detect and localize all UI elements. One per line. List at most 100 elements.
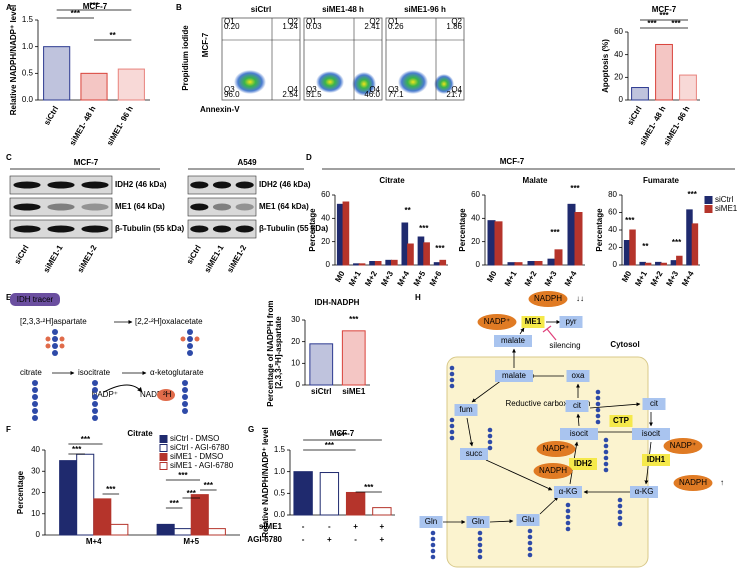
tracer-text: ²H [163,390,172,399]
y-tick-label: 0 [613,260,618,269]
metabolite: malate [502,371,527,380]
carbon [52,343,58,349]
x-tick-label: M+2 [363,269,379,288]
plot-title: siME1-48 h [322,5,364,14]
carbon [187,336,193,342]
y-tick-label: 20 [614,72,623,81]
x-tick-label: M+5 [183,537,199,546]
carbon [603,455,609,461]
carbon [565,526,571,532]
carbon [527,534,533,540]
lane-label: siCtrl [185,244,203,266]
significance: ** [110,31,117,40]
significance: *** [625,216,635,225]
metabolite: isocit [570,429,589,438]
bar [691,223,699,266]
significance: *** [81,435,91,444]
blot-band [190,181,209,189]
blot-band [81,203,109,211]
blot-band [13,203,41,211]
x-tick-label: M+3 [379,269,395,288]
cofactor [536,441,576,457]
chart-title: Malate [523,176,548,185]
legend-swatch [159,462,168,470]
enzyme: CTP [613,416,630,425]
cofactor-label: NADPH [534,294,562,303]
quadrant-name: Q1 [224,17,235,26]
carbon [92,401,98,407]
bar [207,528,226,536]
metabolite-box [554,486,582,498]
blot-band [212,181,232,189]
y-tick-label: 30 [31,466,40,475]
event-cloud [316,71,344,93]
y-tick-label: 0 [326,260,331,269]
significance: *** [672,238,682,247]
inhibition [542,325,552,333]
carbon [565,508,571,514]
x-tick-label: siCtrl [626,105,644,127]
metabolite-box [495,370,533,382]
event-cloud [398,70,428,94]
bar [554,249,563,266]
bar [433,262,441,266]
carbon [430,542,436,548]
y-axis-label: Propidium iodide [181,25,190,91]
carbon [603,437,609,443]
metabolite: Gln [425,517,437,526]
y-tick-label: 1.0 [22,42,34,51]
carbon [595,413,601,419]
protein-label: ME1 (64 kDa) [259,202,309,211]
pathway-text: silencing [549,341,580,350]
carbon [430,548,436,554]
carbon [595,419,601,425]
significance: *** [170,499,180,508]
metabolite-box [494,335,532,347]
metabolite: isocit [642,429,661,438]
condition-sign: - [354,535,357,544]
y-tick-label: 30 [291,315,300,324]
panel-letter: H [415,293,421,302]
arrow [576,413,581,427]
bar [507,262,516,266]
significance: *** [550,228,560,237]
significance: *** [570,184,580,193]
bar [401,222,409,266]
bar [527,261,536,266]
metabolite-box [516,514,540,526]
bar [494,221,503,266]
lane-label: siME1-1 [203,243,226,274]
y-tick-label: 0 [36,530,41,539]
quadrant-name: Q3 [306,85,317,94]
panel-letter: D [306,153,312,162]
carbon [487,439,493,445]
bar [341,330,366,386]
quadrant-name: Q3 [388,85,399,94]
metabolite: cit [573,401,582,410]
x-axis-label: Annexin-V [200,105,240,114]
lane-label: siME1-1 [42,243,65,274]
significance: *** [659,11,669,20]
quadrant-name: Q2 [451,17,462,26]
bar [345,491,366,516]
metabolite: α-KG [635,487,654,496]
quadrant-value: 77.1 [388,90,404,99]
panel-letter: C [6,153,12,162]
tracer-text: α-ketoglutarate [150,368,204,377]
carbon [617,503,623,509]
carbon [32,387,38,393]
deuterium [194,336,200,342]
protein-label: IDH2 (46 kDa) [259,180,311,189]
condition-label: AGI-6780 [247,535,282,544]
carbon [487,445,493,451]
event-cloud [234,70,266,94]
deuterium [45,336,51,342]
y-tick-label: 20 [608,243,617,252]
chart-title: IDH-NADPH [315,298,360,307]
bar [644,262,652,266]
significance: *** [435,244,445,253]
significance: *** [647,19,657,28]
y-tick-label: 0.0 [274,510,286,519]
carbon [477,530,483,536]
bar [670,260,678,266]
